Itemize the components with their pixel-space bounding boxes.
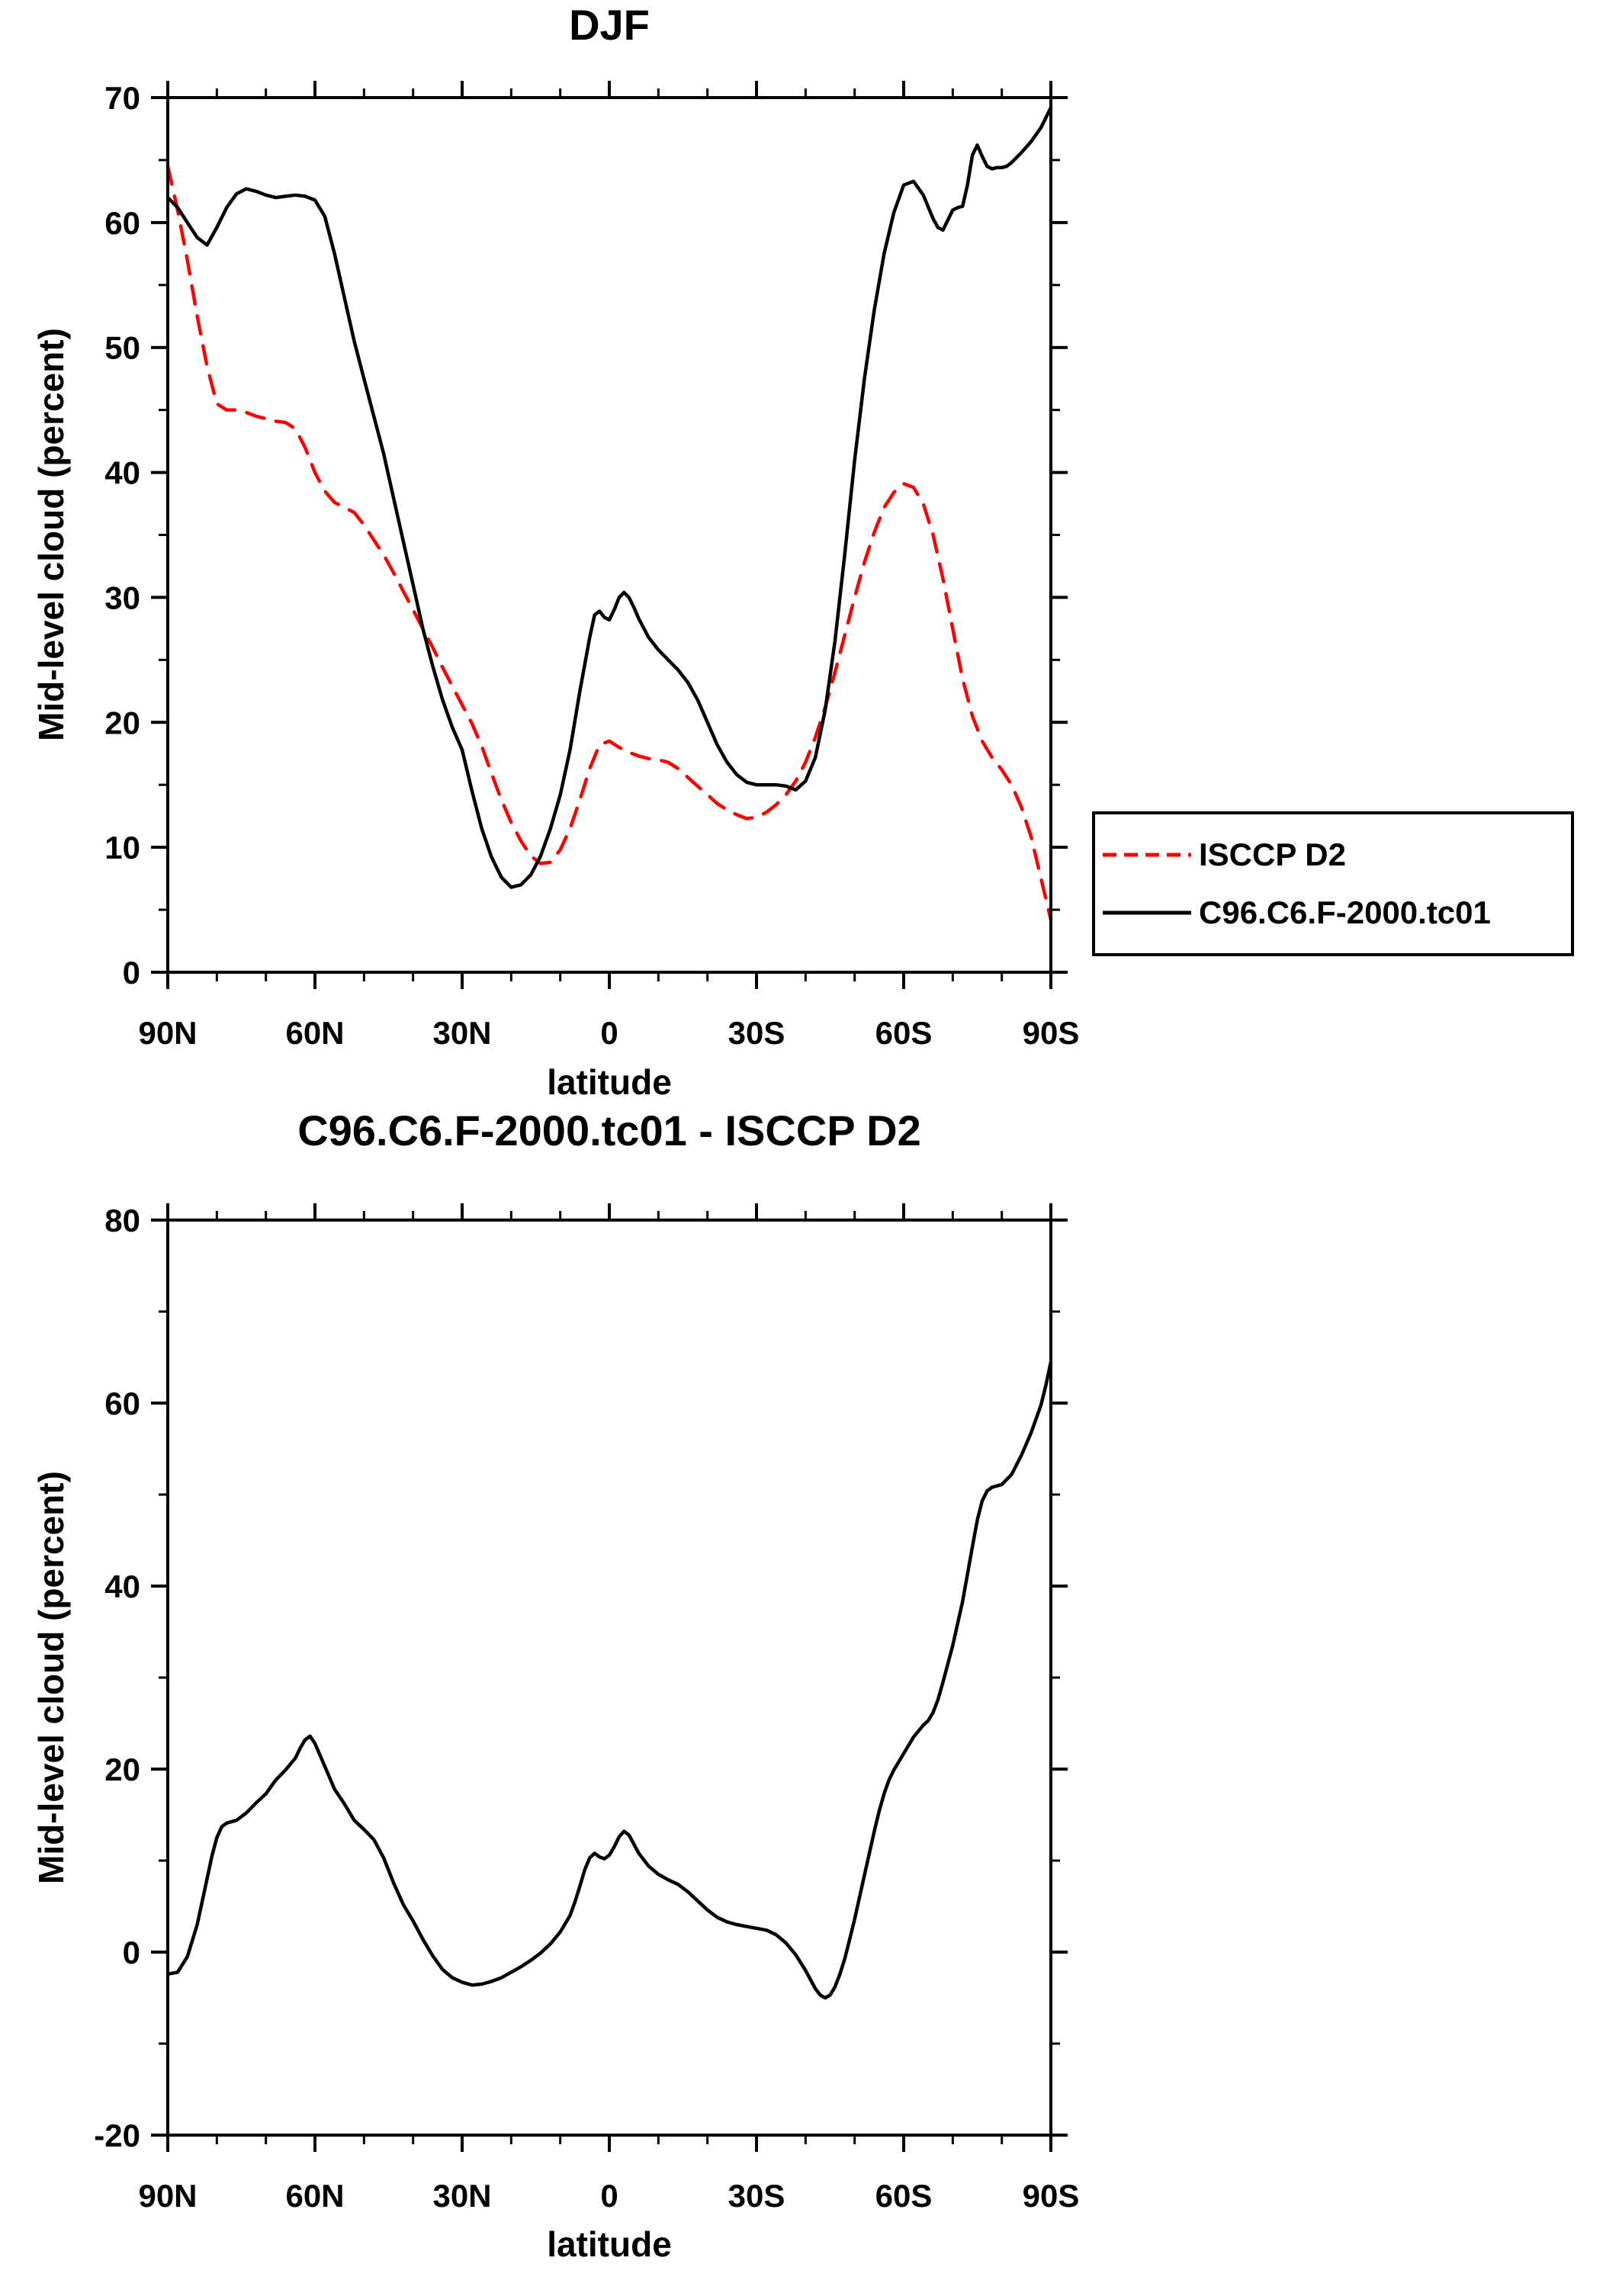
x-tick-label: 60N [285, 1015, 344, 1051]
y-tick-label: -20 [94, 2118, 140, 2153]
axes-group: 90N 60N 30N 0 30S 60S 90S 0 10 20 30 40 50 60 70 [104, 80, 1079, 1051]
y-tick-label: 60 [104, 205, 140, 241]
c96-c6-f-2000-tc01-line [165, 105, 1053, 889]
x-tick-label: 60N [285, 2178, 344, 2214]
difference-x-axis-title: latitude [547, 2224, 672, 2264]
x-tick-label: 90N [138, 1015, 197, 1051]
x-tick-label: 0 [600, 2178, 618, 2214]
y-tick-label: 10 [104, 830, 140, 865]
y-tick-label: 30 [104, 580, 140, 615]
x-tick-label: 60S [875, 1015, 933, 1051]
legend-box: ISCCP D2 C96.C6.F-2000.tc01 [1092, 811, 1574, 956]
axis-box [166, 1219, 1052, 2137]
x-tick-label: 90S [1023, 2178, 1080, 2214]
legend-entry-model: C96.C6.F-2000.tc01 [1101, 894, 1571, 931]
djf-chart-title: DJF [569, 1, 650, 49]
y-tick-label: 60 [104, 1386, 140, 1421]
y-tick-label: 0 [123, 1935, 140, 1970]
y-tick-label: 80 [104, 1203, 140, 1238]
axes-group: 90N 60N 30N 0 30S 60S 90S -20 0 20 40 60 80 [94, 1203, 1079, 2214]
y-tick-label: 50 [104, 330, 140, 366]
x-tick-label: 90S [1023, 1015, 1080, 1051]
x-tick-label: 90N [138, 2178, 197, 2214]
legend-label-model: C96.C6.F-2000.tc01 [1199, 894, 1491, 931]
axis-box [166, 96, 1052, 974]
legend-dashed-red-line-sample [1103, 853, 1191, 857]
legend-entry-isccp-d2: ISCCP D2 [1101, 837, 1571, 873]
y-tick-label: 20 [104, 705, 140, 740]
y-tick-label: 20 [104, 1752, 140, 1787]
x-tick-label: 30S [728, 1015, 785, 1051]
y-tick-label: 40 [104, 455, 140, 491]
x-tick-label: 30N [432, 2178, 491, 2214]
x-tick-label: 30S [728, 2178, 785, 2214]
y-tick-label: 40 [104, 1569, 140, 1604]
difference-y-axis-title: Mid-level cloud (percent) [31, 1471, 71, 1884]
y-tick-label: 0 [123, 955, 140, 991]
difference-chart-title: C96.C6.F-2000.tc01 - ISCCP D2 [297, 1106, 921, 1154]
djf-x-axis-title: latitude [547, 1062, 672, 1102]
x-tick-label: 60S [875, 2178, 933, 2214]
x-tick-label: 0 [600, 1015, 618, 1051]
c96-c6-f-2000-tc01-isccp-d2-line [165, 1360, 1053, 2000]
legend-label-isccp-d2: ISCCP D2 [1199, 836, 1346, 872]
legend-solid-black-line-sample [1103, 910, 1191, 915]
isccp-d2-line [165, 164, 1053, 922]
x-tick-label: 30N [432, 1015, 491, 1051]
y-tick-label: 70 [104, 80, 140, 116]
